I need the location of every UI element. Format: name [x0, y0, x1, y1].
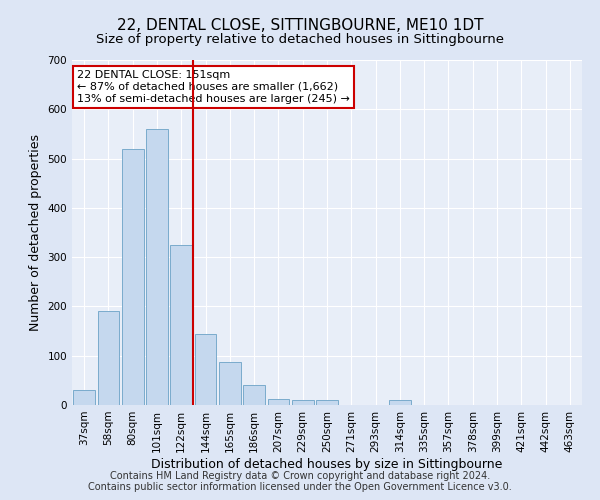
Text: Size of property relative to detached houses in Sittingbourne: Size of property relative to detached ho… — [96, 32, 504, 46]
Bar — [73, 390, 95, 405]
Bar — [97, 312, 119, 405]
Bar — [268, 398, 289, 405]
X-axis label: Distribution of detached houses by size in Sittingbourne: Distribution of detached houses by size … — [151, 458, 503, 470]
Bar — [146, 129, 168, 405]
Bar — [389, 400, 411, 405]
Y-axis label: Number of detached properties: Number of detached properties — [29, 134, 42, 331]
Bar — [122, 148, 143, 405]
Bar — [243, 386, 265, 405]
Bar — [219, 362, 241, 405]
Text: 22 DENTAL CLOSE: 151sqm
← 87% of detached houses are smaller (1,662)
13% of semi: 22 DENTAL CLOSE: 151sqm ← 87% of detache… — [77, 70, 350, 104]
Bar — [170, 245, 192, 405]
Text: Contains HM Land Registry data © Crown copyright and database right 2024.
Contai: Contains HM Land Registry data © Crown c… — [88, 471, 512, 492]
Bar — [194, 334, 217, 405]
Bar — [316, 400, 338, 405]
Text: 22, DENTAL CLOSE, SITTINGBOURNE, ME10 1DT: 22, DENTAL CLOSE, SITTINGBOURNE, ME10 1D… — [117, 18, 483, 32]
Bar — [292, 400, 314, 405]
